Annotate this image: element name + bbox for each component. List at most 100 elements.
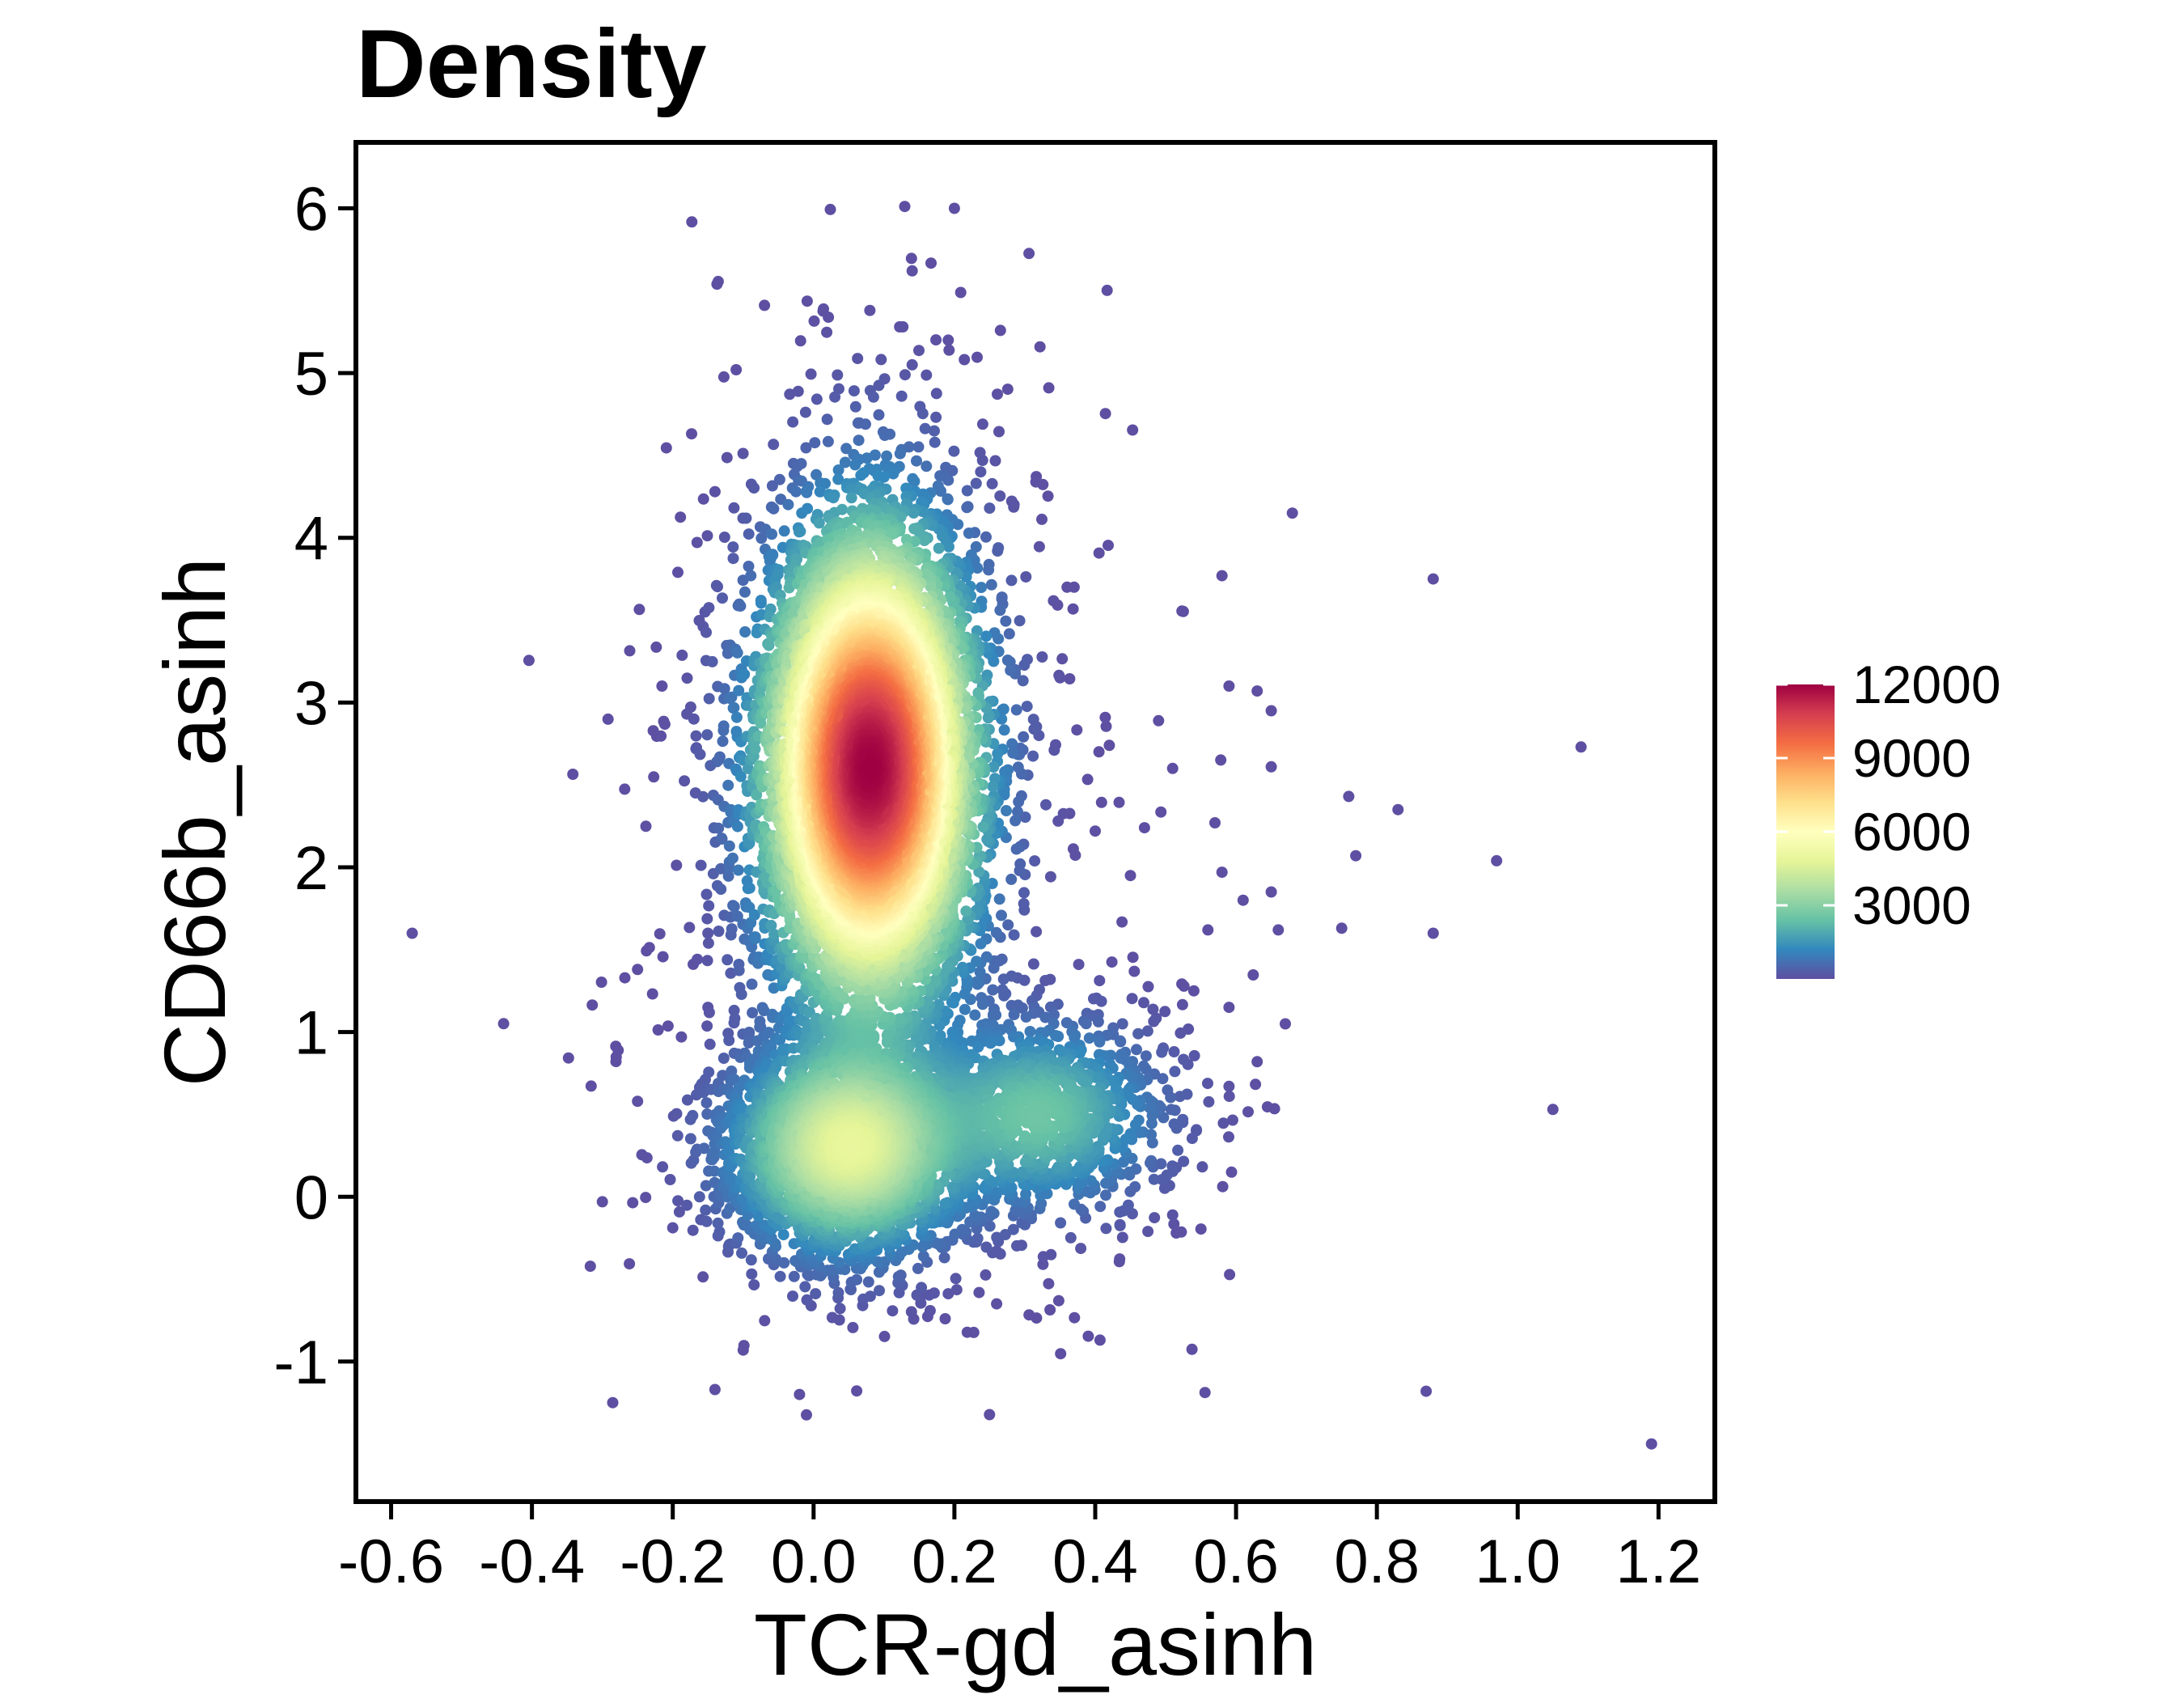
data-point — [970, 540, 982, 553]
data-point — [1427, 927, 1439, 939]
data-point — [686, 216, 698, 228]
data-point — [700, 1074, 711, 1086]
data-point — [657, 951, 669, 963]
data-point — [808, 315, 820, 327]
data-point — [1215, 754, 1227, 766]
data-point — [1217, 1117, 1230, 1129]
data-point — [1250, 1078, 1262, 1091]
data-point — [766, 528, 778, 540]
data-point — [991, 1245, 1003, 1257]
data-point — [726, 923, 738, 935]
data-point — [759, 299, 771, 311]
data-point — [1147, 1003, 1159, 1015]
data-point — [1286, 507, 1298, 519]
data-point — [755, 1021, 767, 1033]
data-point — [624, 645, 636, 657]
data-point — [1420, 1385, 1433, 1397]
data-point — [1140, 1050, 1152, 1062]
data-point — [1073, 959, 1085, 971]
data-point — [938, 1252, 950, 1264]
data-point — [1226, 1114, 1238, 1126]
data-point — [497, 1018, 510, 1030]
data-point — [1056, 653, 1069, 665]
data-point — [700, 1180, 712, 1192]
data-point — [991, 1298, 1003, 1310]
data-point — [852, 353, 864, 365]
data-point — [1176, 605, 1188, 617]
data-point — [768, 502, 780, 515]
data-point — [787, 416, 799, 428]
data-point — [567, 769, 579, 780]
data-point — [939, 1313, 951, 1324]
data-point — [1001, 383, 1014, 396]
data-point — [1156, 1174, 1168, 1185]
data-point — [640, 820, 652, 833]
data-point — [684, 701, 696, 713]
data-point — [799, 1281, 811, 1293]
data-point — [1343, 790, 1355, 803]
data-point — [829, 391, 841, 403]
data-point — [986, 477, 998, 489]
data-point — [1093, 746, 1105, 758]
data-point — [743, 1037, 755, 1049]
data-point — [950, 1284, 963, 1296]
data-point — [717, 720, 730, 732]
data-point — [847, 1321, 859, 1333]
data-point — [1124, 870, 1136, 882]
data-point — [826, 1311, 838, 1324]
data-point — [1100, 1189, 1111, 1201]
data-point — [1093, 547, 1105, 559]
data-point — [746, 1268, 758, 1280]
data-point — [1027, 750, 1039, 762]
data-point — [747, 1006, 759, 1019]
data-point — [1280, 1018, 1291, 1030]
data-point — [717, 371, 730, 383]
data-point — [1199, 1387, 1211, 1399]
data-point — [738, 1340, 750, 1352]
data-point — [1048, 744, 1060, 756]
data-point — [1148, 1173, 1160, 1185]
data-point — [723, 840, 735, 852]
data-point — [1176, 998, 1188, 1011]
data-point — [921, 460, 933, 472]
data-point — [695, 859, 707, 871]
data-point — [864, 304, 876, 316]
data-point — [700, 1215, 713, 1227]
data-point — [1044, 1304, 1056, 1316]
data-point — [1001, 655, 1014, 666]
data-point — [950, 1273, 962, 1285]
data-point — [976, 992, 988, 1004]
data-point — [1100, 1222, 1112, 1235]
data-point — [992, 545, 1004, 557]
data-point — [1195, 1223, 1207, 1235]
data-point — [772, 569, 784, 580]
data-point — [987, 984, 999, 996]
data-point — [1006, 738, 1018, 750]
data-point — [1012, 806, 1023, 818]
data-point — [894, 447, 906, 460]
data-point — [704, 1038, 716, 1050]
data-point — [640, 1192, 652, 1204]
data-point — [912, 441, 925, 453]
data-point — [925, 581, 937, 593]
data-point — [878, 471, 890, 483]
data-point — [878, 1330, 891, 1342]
data-point — [523, 655, 535, 667]
data-point — [1265, 705, 1277, 717]
data-point — [1148, 1015, 1160, 1027]
data-point — [940, 461, 952, 473]
data-point — [832, 369, 844, 381]
data-point — [1149, 1212, 1161, 1224]
data-point — [1165, 1104, 1177, 1116]
data-point — [849, 400, 861, 413]
data-point — [1217, 1180, 1229, 1193]
data-point — [1090, 825, 1101, 837]
data-point — [1067, 603, 1079, 615]
data-point — [913, 345, 925, 357]
data-point — [1129, 1180, 1141, 1193]
data-point — [733, 959, 745, 970]
data-point — [1178, 980, 1190, 992]
data-point — [930, 334, 942, 346]
data-point — [1272, 924, 1285, 936]
